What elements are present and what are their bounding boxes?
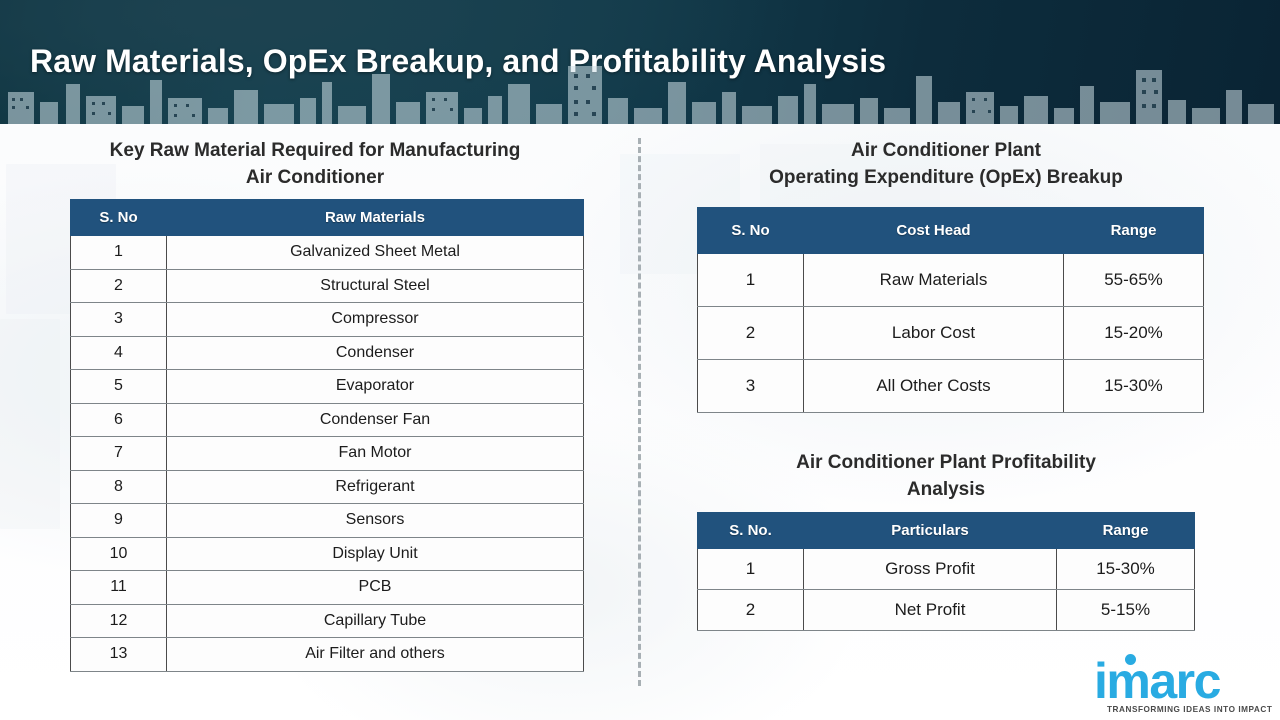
cell-raw-material: Display Unit bbox=[166, 536, 584, 571]
cell-raw-material: Galvanized Sheet Metal bbox=[166, 235, 584, 270]
cell-particulars: Net Profit bbox=[803, 589, 1057, 631]
cell-range: 5-15% bbox=[1056, 589, 1195, 631]
table-header-row: S. No. Particulars Range bbox=[697, 512, 1195, 549]
cell-cost-head: Labor Cost bbox=[803, 306, 1064, 360]
cell-s-no: 11 bbox=[70, 570, 167, 605]
cell-s-no: 4 bbox=[70, 335, 167, 370]
column-header-raw-materials: Raw Materials bbox=[166, 199, 584, 236]
profitability-panel-title-line2: Analysis bbox=[906, 478, 986, 500]
cell-raw-material: Fan Motor bbox=[166, 436, 584, 471]
table-row: 1 Gross Profit 15-30% bbox=[697, 548, 1195, 590]
cell-range: 15-30% bbox=[1063, 359, 1204, 413]
cell-s-no: 5 bbox=[70, 369, 167, 404]
cell-raw-material: PCB bbox=[166, 570, 584, 605]
cell-raw-material: Air Filter and others bbox=[166, 637, 584, 672]
city-skyline-graphic bbox=[0, 62, 1280, 124]
table-row: 9 Sensors bbox=[70, 503, 584, 538]
logo-wordmark: imarc bbox=[1094, 653, 1221, 709]
opex-panel-title-line2: Operating Expenditure (OpEx) Breakup bbox=[769, 166, 1123, 188]
page-title: Raw Materials, OpEx Breakup, and Profita… bbox=[30, 43, 887, 79]
table-header-row: S. No Cost Head Range bbox=[697, 207, 1204, 254]
cell-s-no: 9 bbox=[70, 503, 167, 538]
column-header-range: Range bbox=[1063, 207, 1204, 254]
cell-raw-material: Sensors bbox=[166, 503, 584, 538]
cell-s-no: 1 bbox=[697, 548, 804, 590]
cell-raw-material: Structural Steel bbox=[166, 268, 584, 303]
table-row: 1 Galvanized Sheet Metal bbox=[70, 235, 584, 270]
table-row: 6 Condenser Fan bbox=[70, 402, 584, 437]
table-row: 8 Refrigerant bbox=[70, 469, 584, 504]
column-header-s-no: S. No. bbox=[697, 512, 804, 549]
table-row: 5 Evaporator bbox=[70, 369, 584, 404]
imarc-logo: imarc TRANSFORMING IDEAS INTO IMPACT bbox=[1094, 652, 1274, 714]
cell-s-no: 8 bbox=[70, 469, 167, 504]
table-row: 3 Compressor bbox=[70, 302, 584, 337]
cell-raw-material: Evaporator bbox=[166, 369, 584, 404]
cell-cost-head: Raw Materials bbox=[803, 253, 1064, 307]
cell-range: 55-65% bbox=[1063, 253, 1204, 307]
column-header-s-no: S. No bbox=[697, 207, 804, 254]
left-panel-title-line2: Air Conditioner bbox=[245, 166, 385, 188]
table-row: 10 Display Unit bbox=[70, 536, 584, 571]
cell-raw-material: Capillary Tube bbox=[166, 603, 584, 638]
table-row: 2 Net Profit 5-15% bbox=[697, 589, 1195, 631]
cell-s-no: 7 bbox=[70, 436, 167, 471]
cell-raw-material: Compressor bbox=[166, 302, 584, 337]
cell-range: 15-20% bbox=[1063, 306, 1204, 360]
cell-s-no: 12 bbox=[70, 603, 167, 638]
header-banner: Raw Materials, OpEx Breakup, and Profita… bbox=[0, 0, 1280, 124]
logo-dot-icon bbox=[1125, 654, 1136, 665]
opex-breakup-table: S. No Cost Head Range 1 Raw Materials 55-6… bbox=[697, 207, 1204, 413]
cell-s-no: 1 bbox=[697, 253, 804, 307]
cell-s-no: 2 bbox=[697, 306, 804, 360]
opex-panel-title: Air Conditioner Plant Operating Expendit… bbox=[690, 138, 1202, 192]
table-row: 2 Structural Steel bbox=[70, 268, 584, 303]
opex-panel-title-line1: Air Conditioner Plant bbox=[851, 140, 1041, 161]
column-header-range: Range bbox=[1056, 512, 1195, 549]
table-row: 3 All Other Costs 15-30% bbox=[697, 359, 1204, 413]
cell-range: 15-30% bbox=[1056, 548, 1195, 590]
column-header-particulars: Particulars bbox=[803, 512, 1057, 549]
table-row: 11 PCB bbox=[70, 570, 584, 605]
cell-raw-material: Condenser Fan bbox=[166, 402, 584, 437]
left-panel-title-line1: Key Raw Material Required for Manufactur… bbox=[109, 140, 521, 161]
column-header-s-no: S. No bbox=[70, 199, 167, 236]
raw-materials-table: S. No Raw Materials 1 Galvanized Sheet Me… bbox=[70, 199, 584, 672]
table-row: 7 Fan Motor bbox=[70, 436, 584, 471]
column-header-cost-head: Cost Head bbox=[803, 207, 1064, 254]
table-row: 13 Air Filter and others bbox=[70, 637, 584, 672]
cell-s-no: 13 bbox=[70, 637, 167, 672]
cell-raw-material: Condenser bbox=[166, 335, 584, 370]
cell-particulars: Gross Profit bbox=[803, 548, 1057, 590]
profitability-panel-title-line1: Air Conditioner Plant Profitability bbox=[796, 452, 1096, 473]
cell-s-no: 3 bbox=[70, 302, 167, 337]
cell-s-no: 3 bbox=[697, 359, 804, 413]
cell-s-no: 2 bbox=[697, 589, 804, 631]
table-row: 1 Raw Materials 55-65% bbox=[697, 253, 1204, 307]
cell-s-no: 2 bbox=[70, 268, 167, 303]
profitability-panel-title: Air Conditioner Plant Profitability Anal… bbox=[690, 450, 1202, 504]
watermark-shape bbox=[0, 319, 60, 529]
table-row: 4 Condenser bbox=[70, 335, 584, 370]
table-header-row: S. No Raw Materials bbox=[70, 199, 584, 236]
profitability-analysis-table: S. No. Particulars Range 1 Gross Profit 15… bbox=[697, 512, 1195, 631]
table-row: 2 Labor Cost 15-20% bbox=[697, 306, 1204, 360]
cell-s-no: 6 bbox=[70, 402, 167, 437]
vertical-dashed-divider bbox=[638, 138, 641, 686]
logo-tagline: TRANSFORMING IDEAS INTO IMPACT bbox=[1107, 705, 1273, 714]
left-panel-title: Key Raw Material Required for Manufactur… bbox=[60, 138, 570, 192]
cell-s-no: 1 bbox=[70, 235, 167, 270]
cell-s-no: 10 bbox=[70, 536, 167, 571]
table-row: 12 Capillary Tube bbox=[70, 603, 584, 638]
cell-cost-head: All Other Costs bbox=[803, 359, 1064, 413]
cell-raw-material: Refrigerant bbox=[166, 469, 584, 504]
